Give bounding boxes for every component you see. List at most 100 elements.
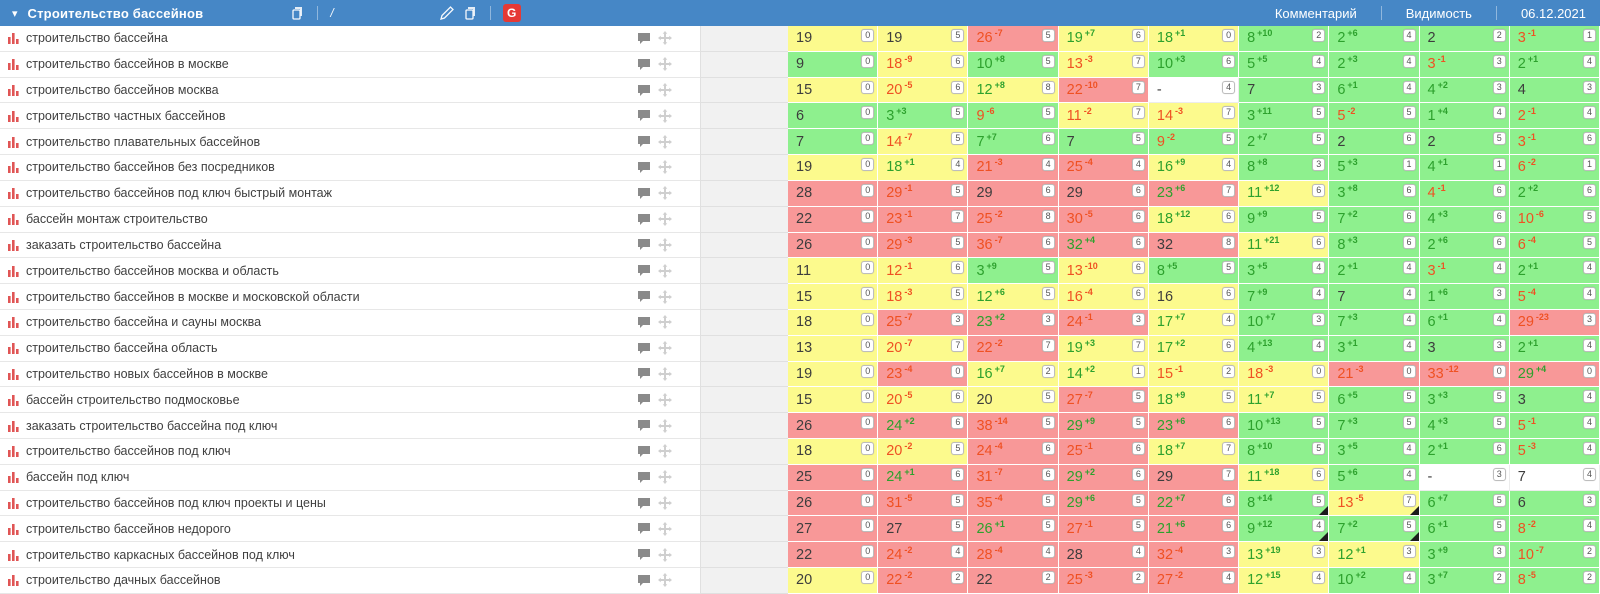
position-cell[interactable]: 2 +3 4	[1329, 51, 1420, 78]
position-cell[interactable]: 30 -5 6	[1058, 206, 1149, 233]
move-cross-icon[interactable]	[658, 392, 672, 407]
position-cell[interactable]: 5 +3 1	[1329, 155, 1420, 181]
keyword-label[interactable]: строительство плавательных бассейнов	[26, 134, 261, 149]
comment-button[interactable]: Комментарий	[1274, 5, 1357, 21]
position-cell[interactable]: 15 0	[788, 284, 879, 310]
comment-bubble-icon[interactable]	[637, 574, 651, 587]
position-cell[interactable]: 20 5	[968, 387, 1059, 414]
keyword-label[interactable]: строительство бассейна область	[26, 341, 218, 356]
position-cell[interactable]: 18 +9 5	[1148, 387, 1240, 414]
position-cell[interactable]: 11 0	[788, 258, 879, 285]
move-cross-icon[interactable]	[658, 366, 672, 381]
position-cell[interactable]: 5 -2 5	[1329, 103, 1420, 130]
position-cell[interactable]: 9 -6 5	[968, 103, 1059, 130]
move-cross-icon[interactable]	[658, 444, 672, 459]
keyword-label[interactable]: строительство бассейнов в москве	[26, 57, 229, 72]
keyword-chart-icon[interactable]	[8, 239, 19, 251]
position-cell[interactable]: 21 -3 0	[1329, 361, 1420, 388]
position-cell[interactable]: 9 +9 5	[1239, 206, 1330, 233]
keyword-label[interactable]: бассейн строительство подмосковье	[26, 392, 240, 407]
position-cell[interactable]: 20 -2 5	[878, 439, 969, 465]
position-cell[interactable]: 27 -7 5	[1058, 387, 1149, 414]
position-cell[interactable]: 29 -3 5	[878, 232, 969, 259]
position-cell[interactable]: 22 0	[788, 542, 879, 569]
move-cross-icon[interactable]	[658, 496, 672, 511]
position-cell[interactable]: 23 -1 7	[878, 206, 969, 233]
keyword-chart-icon[interactable]	[8, 187, 19, 200]
position-cell[interactable]: 35 -4 5	[968, 490, 1059, 517]
move-cross-icon[interactable]	[658, 237, 672, 252]
position-cell[interactable]: 14 -3 7	[1148, 103, 1240, 130]
position-cell[interactable]: 7 +3 5	[1329, 413, 1420, 439]
move-cross-icon[interactable]	[658, 83, 672, 98]
position-cell[interactable]: 11 +7 5	[1239, 387, 1330, 414]
position-cell[interactable]: 5 -4 4	[1509, 284, 1600, 310]
position-cell[interactable]: 8 +14 5	[1239, 490, 1330, 517]
position-cell[interactable]: 1 +6 3	[1419, 284, 1510, 310]
keyword-chart-icon[interactable]	[8, 420, 19, 432]
position-cell[interactable]: 4 +3 6	[1419, 206, 1510, 233]
keyword-label[interactable]: бассейн монтаж строительство	[26, 212, 208, 227]
move-cross-icon[interactable]	[658, 57, 672, 72]
position-cell[interactable]: 3 +9 3	[1419, 542, 1510, 569]
position-cell[interactable]: 15 0	[788, 387, 879, 414]
keyword-chart-icon[interactable]	[8, 161, 19, 174]
move-cross-icon[interactable]	[658, 263, 672, 278]
position-cell[interactable]: 25 -7 3	[878, 309, 969, 336]
comment-bubble-icon[interactable]	[637, 58, 651, 71]
edit-pencil-icon[interactable]	[439, 6, 454, 20]
position-cell[interactable]: 18 -9 6	[878, 51, 969, 78]
keyword-chart-icon[interactable]	[8, 213, 19, 226]
comment-bubble-icon[interactable]	[637, 316, 651, 329]
position-cell[interactable]: 8 +10 5	[1239, 439, 1330, 465]
position-cell[interactable]: 12 +8 8	[968, 77, 1059, 104]
position-cell[interactable]: 4 +3 5	[1419, 413, 1510, 439]
position-cell[interactable]: 31 -5 5	[878, 490, 969, 517]
position-cell[interactable]: 8 +8 3	[1239, 155, 1330, 181]
move-cross-icon[interactable]	[658, 289, 672, 304]
position-cell[interactable]: 3 +8 6	[1329, 180, 1420, 207]
position-cell[interactable]: 22 -2 7	[968, 335, 1059, 362]
position-cell[interactable]: 22 0	[788, 206, 879, 233]
comment-bubble-icon[interactable]	[637, 213, 651, 226]
comment-bubble-icon[interactable]	[637, 393, 651, 406]
position-cell[interactable]: 29 7	[1148, 464, 1240, 491]
position-cell[interactable]: 3 -1 4	[1419, 258, 1510, 285]
position-cell[interactable]: 18 +12 6	[1148, 206, 1240, 233]
move-cross-icon[interactable]	[658, 212, 672, 227]
position-cell[interactable]: 3 -1 3	[1419, 51, 1510, 78]
position-cell[interactable]: 19 0	[788, 361, 879, 388]
position-cell[interactable]: 16 -4 6	[1058, 284, 1149, 310]
position-cell[interactable]: 26 +1 5	[968, 516, 1059, 543]
position-cell[interactable]: 32 +4 6	[1058, 232, 1149, 259]
position-cell[interactable]: 20 -5 6	[878, 77, 969, 104]
position-cell[interactable]: 23 -4 0	[878, 361, 969, 388]
position-cell[interactable]: 27 0	[788, 516, 879, 543]
position-cell[interactable]: 13 +19 3	[1239, 542, 1330, 569]
position-cell[interactable]: 18 -3 0	[1239, 361, 1330, 388]
position-cell[interactable]: 29 6	[968, 180, 1059, 207]
position-cell[interactable]: 14 -7 5	[878, 129, 969, 156]
position-cell[interactable]: 27 -2 4	[1148, 568, 1240, 594]
comment-bubble-icon[interactable]	[637, 471, 651, 484]
position-cell[interactable]: 3 +1 4	[1329, 335, 1420, 362]
move-cross-icon[interactable]	[658, 186, 672, 201]
copy-icon[interactable]	[291, 6, 305, 20]
move-cross-icon[interactable]	[658, 521, 672, 536]
position-cell[interactable]: 7 +3 4	[1329, 309, 1420, 336]
position-cell[interactable]: 11 +21 6	[1239, 232, 1330, 259]
position-cell[interactable]: 11 +18 6	[1239, 464, 1330, 491]
position-cell[interactable]: 6 +5 5	[1329, 387, 1420, 414]
keyword-chart-icon[interactable]	[8, 265, 19, 277]
position-cell[interactable]: 33 -12 0	[1419, 361, 1510, 388]
position-cell[interactable]: 18 +1 0	[1148, 26, 1240, 52]
position-cell[interactable]: 25 -4 4	[1058, 155, 1149, 181]
position-cell[interactable]: 9 +12 4	[1239, 516, 1330, 543]
position-cell[interactable]: 28 4	[1058, 542, 1149, 569]
move-cross-icon[interactable]	[658, 418, 672, 433]
collapse-chevron-icon[interactable]: ▾	[12, 7, 18, 20]
